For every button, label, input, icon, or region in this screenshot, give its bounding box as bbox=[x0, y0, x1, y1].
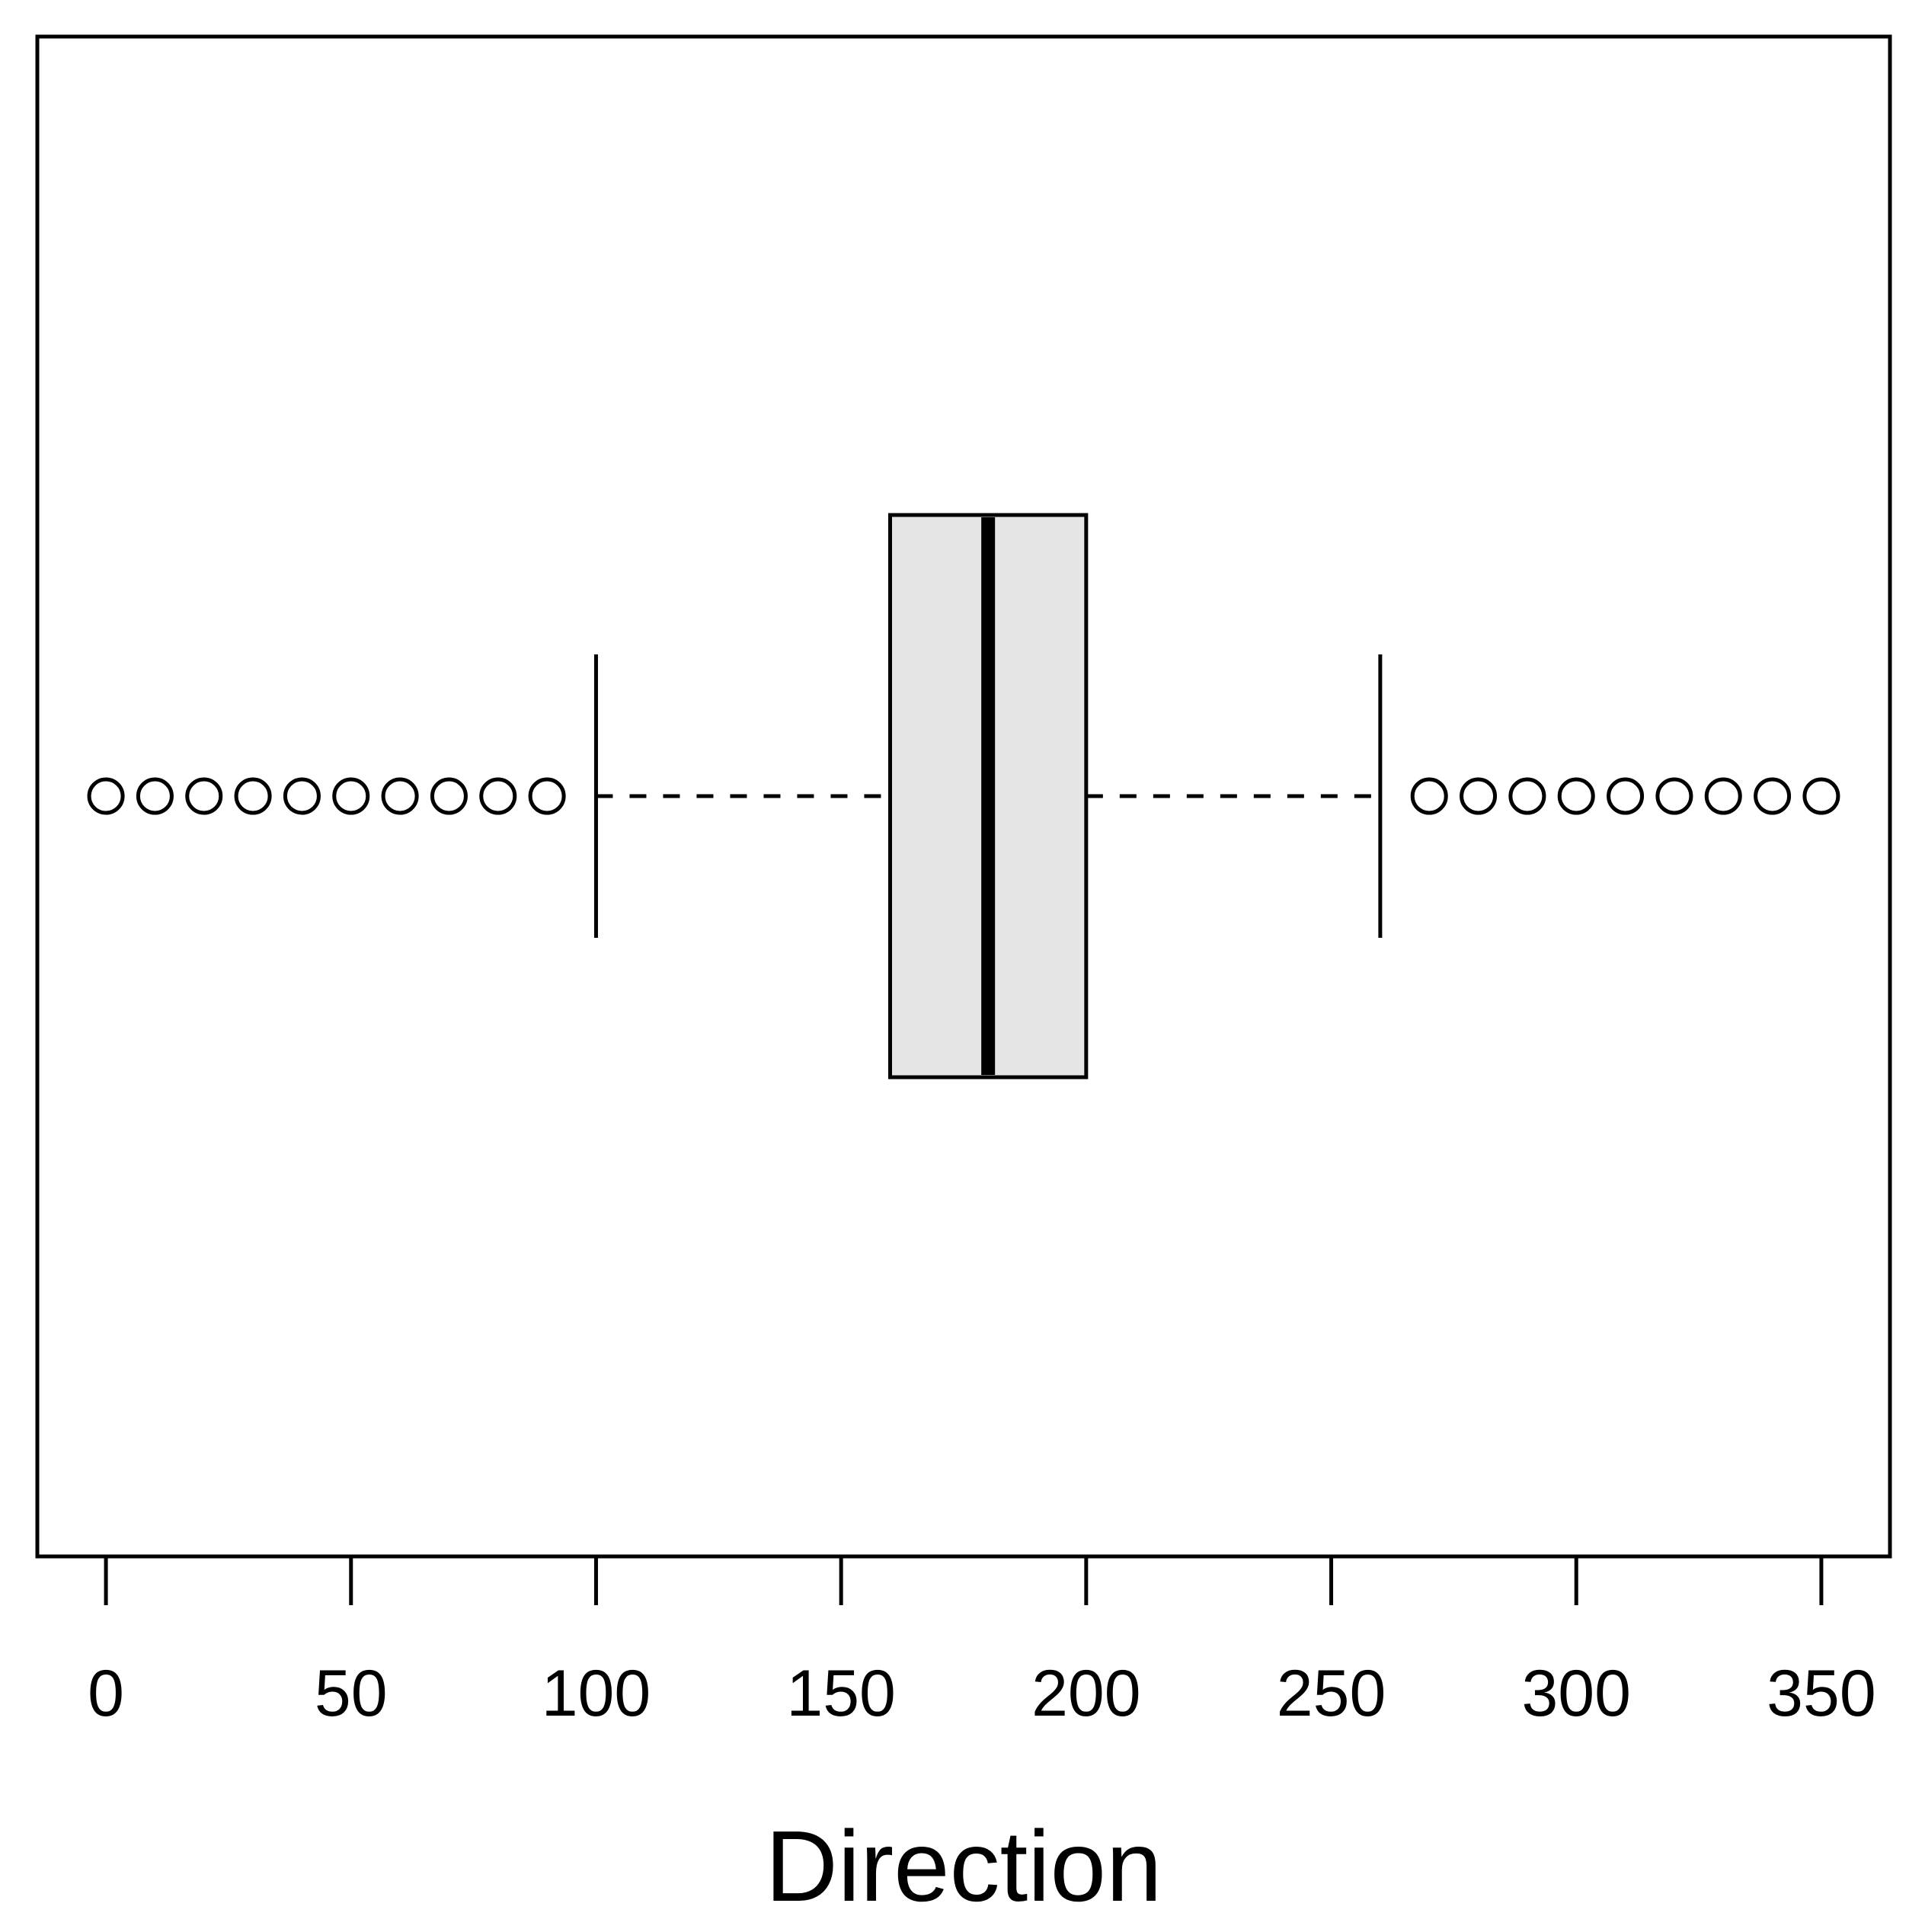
x-tick-label-250: 250 bbox=[1277, 1657, 1386, 1730]
outlier-point bbox=[185, 777, 223, 815]
outlier-point bbox=[283, 777, 321, 815]
x-tick-label-50: 50 bbox=[315, 1657, 388, 1730]
x-tick-label-100: 100 bbox=[542, 1657, 651, 1730]
outlier-point bbox=[1754, 777, 1792, 815]
outlier-point bbox=[1410, 777, 1448, 815]
outlier-point bbox=[1460, 777, 1498, 815]
outlier-point bbox=[87, 777, 125, 815]
outlier-point bbox=[479, 777, 517, 815]
outlier-point bbox=[1607, 777, 1645, 815]
outlier-point bbox=[332, 777, 370, 815]
outlier-point bbox=[136, 777, 174, 815]
outlier-point bbox=[528, 777, 566, 815]
outlier-point bbox=[381, 777, 419, 815]
x-axis-title: Direction bbox=[766, 1810, 1162, 1922]
outlier-point bbox=[1655, 777, 1693, 815]
x-tick-label-150: 150 bbox=[786, 1657, 896, 1730]
outlier-point bbox=[234, 777, 272, 815]
x-axis-tick-labels: 0 50 100 150 200 250 300 350 bbox=[88, 1657, 1876, 1730]
outlier-points bbox=[87, 777, 1840, 815]
outlier-point bbox=[1802, 777, 1840, 815]
outlier-point bbox=[1508, 777, 1546, 815]
x-tick-label-350: 350 bbox=[1767, 1657, 1876, 1730]
x-axis-ticks bbox=[104, 1556, 1824, 1605]
x-tick-label-300: 300 bbox=[1521, 1657, 1631, 1730]
outlier-point bbox=[1557, 777, 1595, 815]
outlier-point bbox=[430, 777, 468, 815]
outlier-point bbox=[1704, 777, 1742, 815]
x-tick-label-0: 0 bbox=[88, 1657, 124, 1730]
x-tick-label-200: 200 bbox=[1031, 1657, 1141, 1730]
plot-frame bbox=[35, 34, 1892, 1559]
